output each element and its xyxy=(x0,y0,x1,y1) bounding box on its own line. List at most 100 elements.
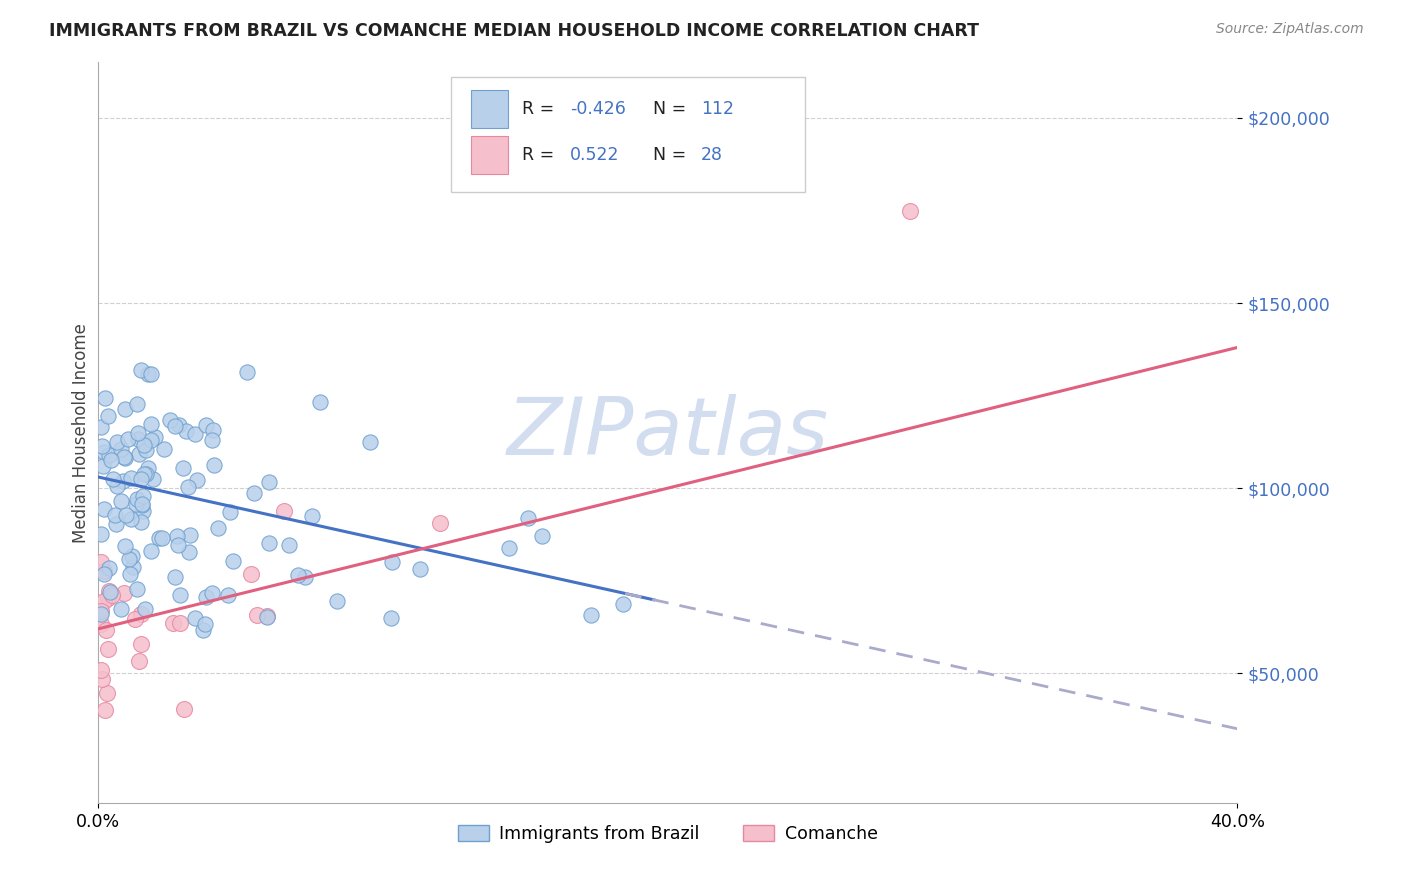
Text: Source: ZipAtlas.com: Source: ZipAtlas.com xyxy=(1216,22,1364,37)
Point xyxy=(105,479,128,493)
Point xyxy=(236,365,259,379)
Point xyxy=(114,401,136,416)
Point xyxy=(131,515,153,529)
Point xyxy=(301,508,323,523)
Point xyxy=(381,555,404,569)
Point xyxy=(112,586,135,600)
Point xyxy=(94,703,117,717)
Point xyxy=(186,473,208,487)
Point xyxy=(159,413,181,427)
FancyBboxPatch shape xyxy=(451,78,804,192)
Point xyxy=(128,447,150,461)
Point xyxy=(97,591,120,605)
Point xyxy=(107,435,129,450)
Point xyxy=(246,607,269,622)
Point xyxy=(326,594,349,608)
Point xyxy=(104,508,127,523)
Point xyxy=(162,616,184,631)
Point xyxy=(90,607,112,622)
Point xyxy=(201,586,224,600)
Point xyxy=(90,672,112,686)
Point xyxy=(93,501,115,516)
Point xyxy=(141,543,163,558)
Point xyxy=(243,486,266,500)
Point xyxy=(131,489,153,503)
Point xyxy=(257,475,280,490)
Point xyxy=(498,541,520,555)
Point xyxy=(90,663,112,677)
Point xyxy=(94,391,117,405)
Point xyxy=(131,607,153,621)
Point xyxy=(531,528,554,542)
Point xyxy=(409,562,432,576)
Point xyxy=(131,497,153,511)
Point xyxy=(93,564,115,578)
Point xyxy=(104,516,127,531)
Point xyxy=(91,439,114,453)
Point xyxy=(294,570,316,584)
Point xyxy=(177,545,200,559)
Text: 0.522: 0.522 xyxy=(569,146,620,164)
Point xyxy=(118,551,141,566)
Point xyxy=(93,594,115,608)
Point xyxy=(101,472,124,486)
Point xyxy=(100,453,122,467)
Point xyxy=(172,461,194,475)
Point xyxy=(169,615,191,630)
Point xyxy=(150,531,173,545)
Point xyxy=(114,451,136,466)
Point xyxy=(184,427,207,442)
Point xyxy=(134,438,156,452)
Point xyxy=(120,471,142,485)
Point xyxy=(117,433,139,447)
Point xyxy=(278,538,301,552)
Point xyxy=(194,417,217,432)
Point xyxy=(110,602,132,616)
Point xyxy=(90,555,112,569)
Point xyxy=(136,367,159,381)
Point xyxy=(127,491,149,506)
Point xyxy=(195,590,218,604)
Point xyxy=(166,528,188,542)
Point xyxy=(97,448,120,462)
Point xyxy=(898,203,921,218)
Point xyxy=(148,531,170,545)
Point xyxy=(135,443,157,458)
Point xyxy=(193,617,215,632)
Point xyxy=(94,623,117,637)
Point xyxy=(125,497,148,511)
Point xyxy=(239,566,262,581)
Point xyxy=(97,560,120,574)
Point xyxy=(134,602,156,616)
Point xyxy=(217,588,239,602)
Point xyxy=(125,582,148,597)
Point xyxy=(201,433,224,447)
Point xyxy=(90,420,112,434)
Text: R =: R = xyxy=(522,100,560,118)
FancyBboxPatch shape xyxy=(471,90,509,128)
Point xyxy=(121,549,143,564)
Point xyxy=(309,395,332,409)
Point xyxy=(380,610,402,624)
Point xyxy=(256,609,278,624)
Point xyxy=(129,637,152,651)
Point xyxy=(287,567,309,582)
Point xyxy=(111,474,134,488)
Point xyxy=(97,409,120,423)
Point xyxy=(90,527,112,541)
Point xyxy=(152,442,174,456)
Point xyxy=(176,424,198,438)
Point xyxy=(167,538,190,552)
Point xyxy=(129,472,152,486)
Point xyxy=(91,458,114,473)
Point xyxy=(120,511,142,525)
Point xyxy=(132,467,155,482)
Point xyxy=(135,467,157,481)
Point xyxy=(96,686,118,700)
Point xyxy=(429,516,451,530)
Point xyxy=(169,588,191,602)
Point xyxy=(142,472,165,486)
Text: -0.426: -0.426 xyxy=(569,100,626,118)
Point xyxy=(101,588,124,602)
Point xyxy=(110,494,132,508)
